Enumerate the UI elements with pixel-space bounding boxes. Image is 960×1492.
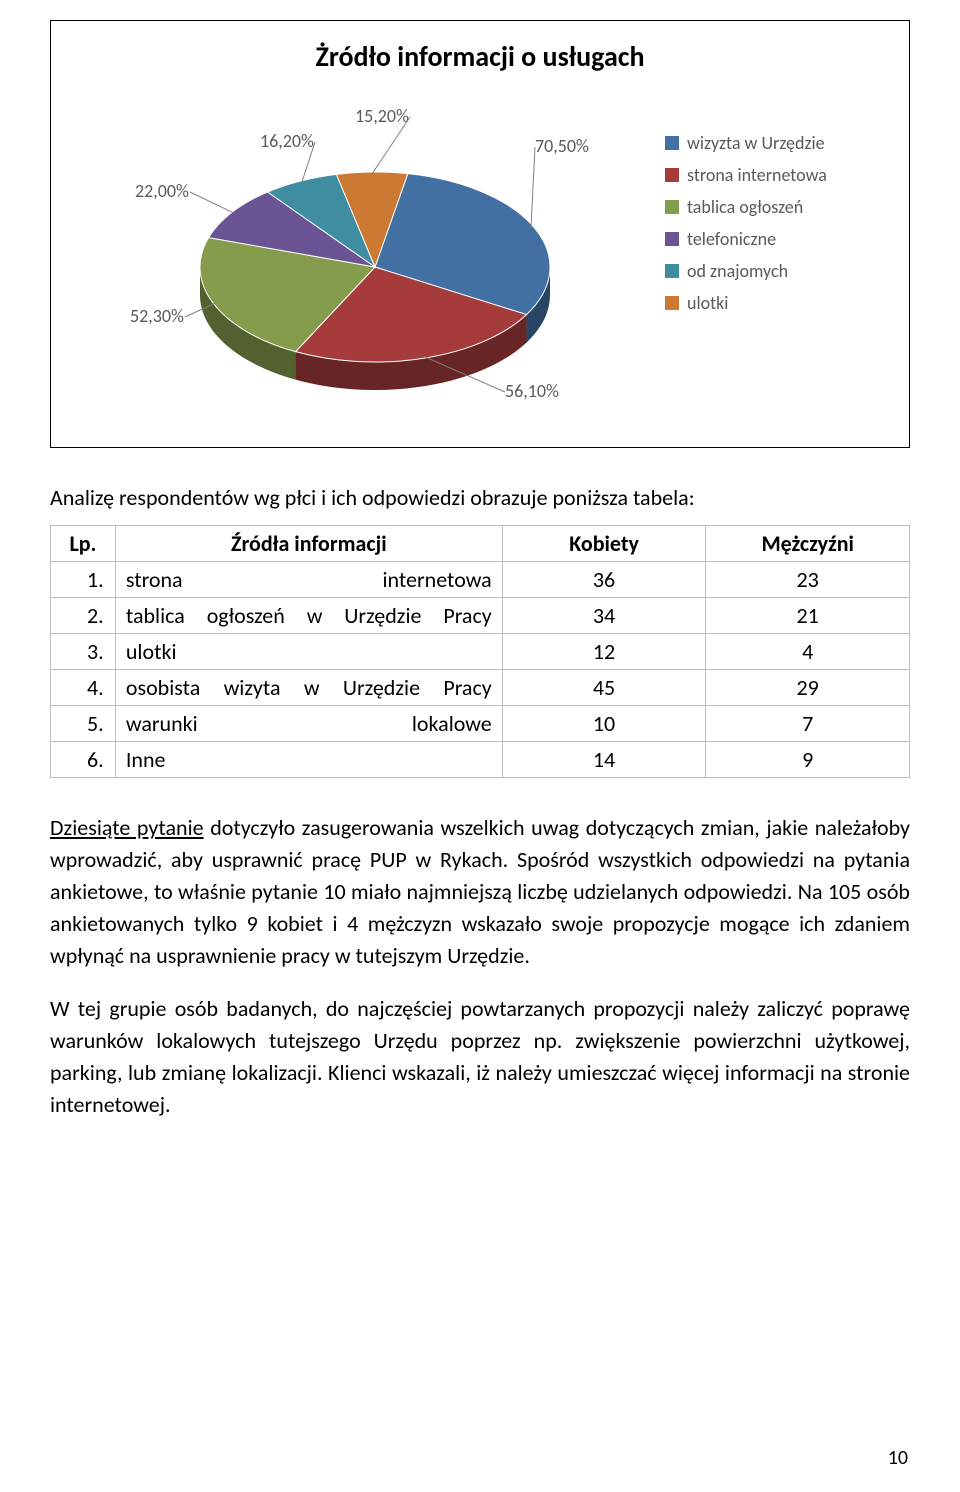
cell-lp: 3. [51,634,116,670]
cell-lp: 6. [51,742,116,778]
paragraph-1: Dziesiąte pytanie dotyczyło zasugerowani… [50,812,910,971]
cell-label: warunki lokalowe [115,706,502,742]
cell-men: 4 [706,634,910,670]
cell-women: 34 [502,598,706,634]
legend-swatch [665,296,679,310]
pie-chart: 70,50% 56,10% 52,30% 22,00% 16,20% 15,20% [75,92,655,417]
table-row: 4.osobista wizyta w Urzędzie Pracy4529 [51,670,910,706]
cell-lp: 2. [51,598,116,634]
chart-body: 70,50% 56,10% 52,30% 22,00% 16,20% 15,20% wiz… [75,92,885,417]
cell-women: 14 [502,742,706,778]
legend-label: strona internetowa [687,164,827,186]
cell-lp: 1. [51,562,116,598]
legend-swatch [665,136,679,150]
table-intro-text: Analizę respondentów wg płci i ich odpow… [50,484,910,511]
cell-label: tablica ogłoszeń w Urzędzie Pracy [115,598,502,634]
cell-label: strona internetowa [115,562,502,598]
legend-label: tablica ogłoszeń [687,196,803,218]
legend-item: ulotki [665,292,827,314]
chart-legend: wizyzta w Urzędzie strona internetowa tabl… [665,132,827,324]
cell-lp: 5. [51,706,116,742]
legend-swatch [665,232,679,246]
legend-item: tablica ogłoszeń [665,196,827,218]
legend-item: wizyzta w Urzędzie [665,132,827,154]
legend-label: ulotki [687,292,728,314]
pie-leader [190,192,235,213]
cell-women: 12 [502,634,706,670]
table-row: 6.Inne149 [51,742,910,778]
cell-label: ulotki [115,634,502,670]
legend-item: telefoniczne [665,228,827,250]
cell-women: 10 [502,706,706,742]
col-lp: Lp. [51,526,116,562]
cell-men: 7 [706,706,910,742]
pie-pct-label: 15,20% [355,105,409,127]
chart-title: Żródło informacji o usługach [75,39,885,74]
legend-item: od znajomych [665,260,827,282]
cell-label: Inne [115,742,502,778]
table-row: 5.warunki lokalowe107 [51,706,910,742]
pie-pct-label: 22,00% [135,180,189,202]
cell-men: 9 [706,742,910,778]
legend-label: wizyzta w Urzędzie [687,132,825,154]
paragraph-2: W tej grupie osób badanych, do najczęści… [50,993,910,1121]
pie-pct-label: 52,30% [130,305,184,327]
cell-label: osobista wizyta w Urzędzie Pracy [115,670,502,706]
cell-men: 21 [706,598,910,634]
data-table: Lp. Źródła informacji Kobiety Mężczyźni … [50,525,910,778]
pie-pct-label: 56,10% [505,380,559,402]
cell-women: 36 [502,562,706,598]
legend-label: od znajomych [687,260,788,282]
legend-swatch [665,264,679,278]
legend-swatch [665,200,679,214]
page-number: 10 [888,1446,908,1470]
legend-label: telefoniczne [687,228,776,250]
legend-item: strona internetowa [665,164,827,186]
legend-swatch [665,168,679,182]
cell-men: 29 [706,670,910,706]
col-men: Mężczyźni [706,526,910,562]
chart-container: Żródło informacji o usługach 70,50% 56,10… [50,20,910,448]
pie-pct-label: 70,50% [535,135,589,157]
pie-leader [531,147,535,228]
cell-lp: 4. [51,670,116,706]
paragraph-1-underline: Dziesiąte pytanie [50,814,204,841]
table-row: 3.ulotki124 [51,634,910,670]
table-row: 2.tablica ogłoszeń w Urzędzie Pracy3421 [51,598,910,634]
table-header-row: Lp. Źródła informacji Kobiety Mężczyźni [51,526,910,562]
pie-svg: 70,50% 56,10% 52,30% 22,00% 16,20% 15,20% [75,92,655,412]
col-women: Kobiety [502,526,706,562]
pie-pct-label: 16,20% [260,130,314,152]
col-source: Źródła informacji [115,526,502,562]
cell-men: 23 [706,562,910,598]
cell-women: 45 [502,670,706,706]
table-row: 1.strona internetowa3623 [51,562,910,598]
